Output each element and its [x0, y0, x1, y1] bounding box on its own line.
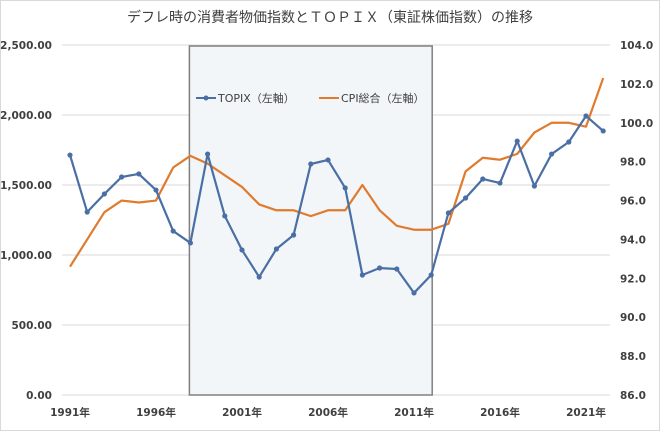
right-axis: 86.0 88.0 90.0 92.0 94.0 96.0 98.0 100.0 102.0 10…: [620, 40, 653, 402]
y-left-tick-label: 1,500.00: [0, 180, 52, 192]
data-point-topix: [67, 152, 73, 158]
data-point-topix: [463, 195, 469, 201]
data-point-topix: [428, 272, 434, 278]
y-right-tick-label: 92.0: [620, 273, 646, 285]
y-left-tick-label: 1,000.00: [0, 250, 52, 262]
x-tick-label: 1996年: [136, 406, 176, 419]
y-left-tick-label: 2,000.00: [0, 110, 52, 122]
data-point-topix: [256, 274, 262, 280]
data-point-topix: [170, 228, 176, 234]
data-point-topix: [359, 272, 365, 278]
x-tick-label: 2016年: [480, 406, 520, 419]
series-line-topix: [68, 114, 604, 295]
data-point-topix: [342, 185, 348, 191]
x-tick-label: 2021年: [566, 406, 606, 419]
legend-label-cpi: CPI総合（左軸）: [341, 91, 425, 105]
data-point-topix: [583, 113, 589, 119]
data-point-topix: [325, 157, 331, 163]
y-right-tick-label: 96.0: [620, 196, 646, 208]
x-tick-label: 2001年: [222, 406, 262, 419]
legend: TOPIX（左軸） CPI総合（左軸）: [196, 91, 425, 105]
chart-title: デフレ時の消費者物価指数とＴＯＰＩＸ（東証株価指数）の推移: [127, 9, 533, 26]
legend-marker-topix: [203, 95, 209, 101]
data-point-topix: [480, 176, 486, 182]
y-left-tick-label: 500.00: [11, 320, 52, 332]
legend-label-topix: TOPIX（左軸）: [217, 91, 295, 105]
y-right-tick-label: 90.0: [620, 312, 646, 324]
data-point-topix: [101, 191, 107, 197]
series-group: [67, 77, 606, 296]
y-right-tick-label: 86.0: [620, 390, 646, 402]
data-point-topix: [205, 151, 211, 157]
x-axis: 1991年 1996年 2001年 2006年 2011年 2016年 2021年: [50, 406, 606, 419]
y-right-tick-label: 98.0: [620, 157, 646, 169]
data-point-topix: [377, 265, 383, 271]
data-point-topix: [566, 139, 572, 145]
data-point-topix: [84, 209, 90, 215]
x-tick-label: 2011年: [394, 406, 434, 419]
data-point-topix: [531, 183, 538, 189]
data-point-topix: [222, 213, 228, 219]
y-left-tick-label: 2,500.00: [0, 40, 52, 52]
y-right-tick-label: 100.0: [620, 118, 653, 130]
y-right-tick-label: 88.0: [620, 351, 646, 363]
y-right-tick-label: 104.0: [620, 40, 653, 52]
y-left-tick-label: 0.00: [26, 390, 52, 402]
data-point-topix: [600, 128, 606, 134]
x-tick-label: 2006年: [308, 406, 348, 419]
y-right-tick-label: 94.0: [620, 234, 646, 246]
data-point-topix: [119, 174, 125, 180]
left-axis: 0.00 500.00 1,000.00 1,500.00 2,000.00 2,500.…: [0, 40, 52, 402]
x-tick-label: 1991年: [50, 406, 90, 419]
data-point-topix: [153, 187, 159, 193]
data-point-topix: [497, 180, 503, 186]
data-point-topix: [308, 161, 314, 167]
data-point-topix: [514, 138, 520, 144]
data-point-topix: [549, 151, 555, 157]
y-right-tick-label: 102.0: [620, 79, 653, 91]
data-point-topix: [136, 171, 142, 177]
data-point-topix: [445, 210, 451, 216]
data-point-topix: [187, 240, 193, 246]
data-point-topix: [291, 232, 297, 238]
data-point-topix: [394, 266, 400, 272]
data-point-topix: [273, 246, 279, 252]
data-point-topix: [411, 290, 417, 296]
data-point-topix: [239, 247, 245, 253]
